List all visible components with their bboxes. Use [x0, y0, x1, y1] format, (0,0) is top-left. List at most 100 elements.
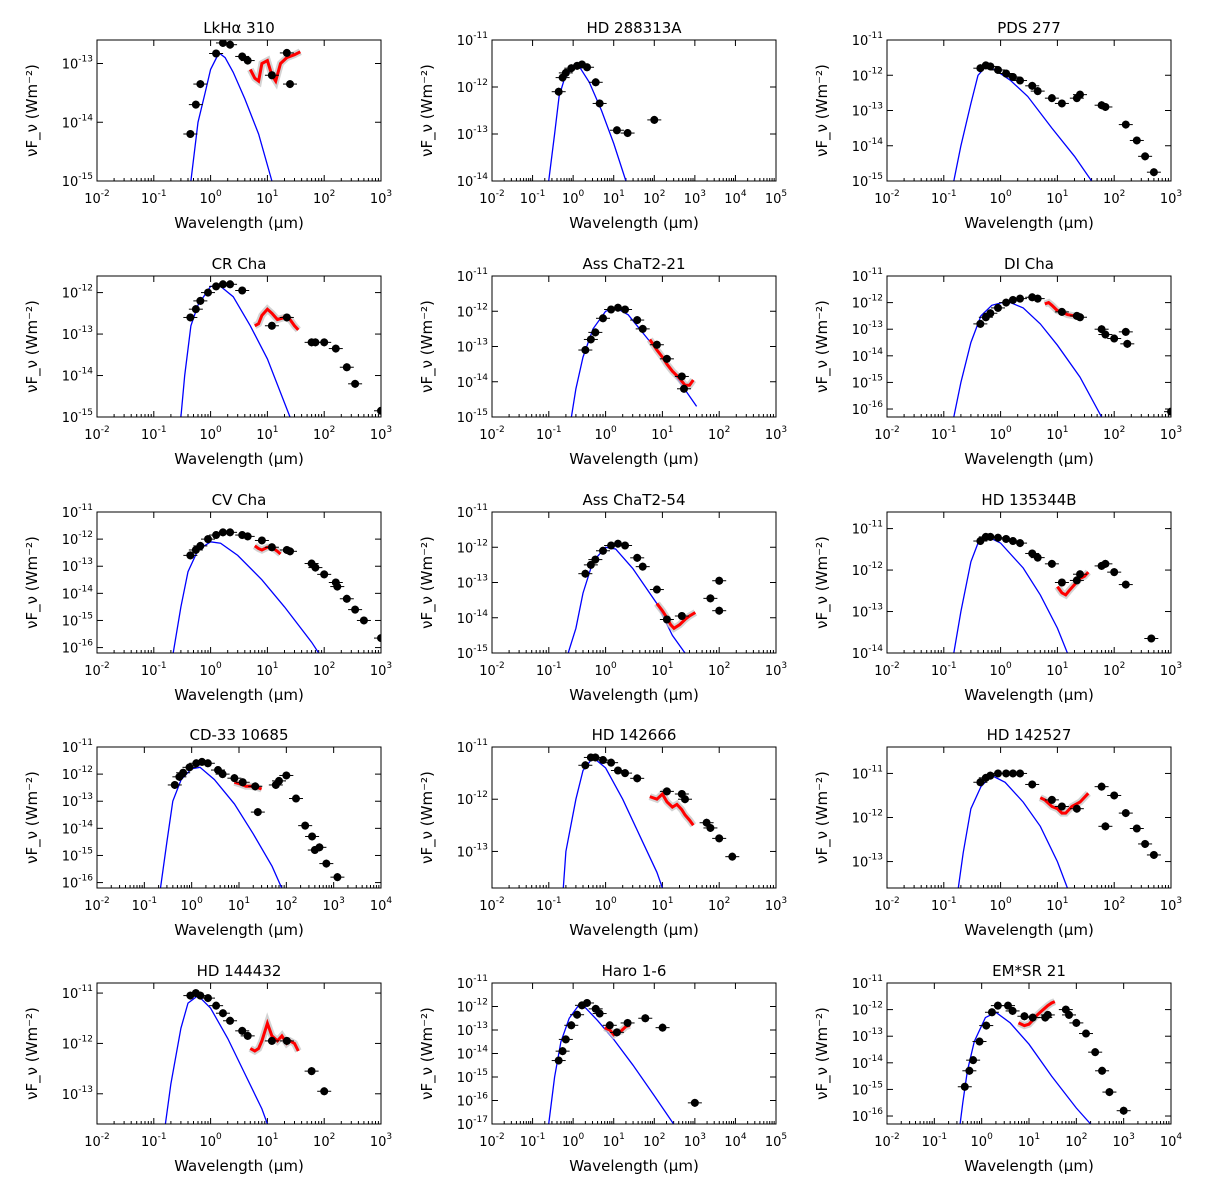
- x-tick-label: 101: [1046, 896, 1068, 914]
- photometry-point: [581, 346, 590, 355]
- x-tick-label: 100: [594, 425, 617, 443]
- y-tick-label: 10-14: [852, 347, 884, 365]
- panel-title: HD 135344B: [981, 491, 1076, 509]
- photometry-point: [238, 1026, 247, 1035]
- axes-frame: [96, 275, 382, 418]
- photosphere-model-line: [567, 546, 686, 653]
- x-tick-label: 103: [684, 189, 706, 207]
- photometry-point: [267, 543, 276, 552]
- x-tick-label: 101: [1046, 661, 1068, 679]
- ir-spectrum-line: [1039, 792, 1090, 815]
- photometry-point: [218, 770, 227, 779]
- x-tick-label: 101: [256, 425, 278, 443]
- x-axis-label: Wavelength (μm): [964, 1157, 1094, 1175]
- y-tick-label: 10-11: [852, 31, 883, 49]
- photometry-point: [662, 354, 671, 363]
- x-tick-label: 101: [256, 189, 278, 207]
- panel-title: Haro 1-6: [602, 962, 667, 980]
- x-tick-label: 100: [989, 189, 1012, 207]
- x-tick-label: 10-2: [84, 896, 110, 914]
- photometry-point: [282, 1036, 291, 1045]
- photometry-point: [591, 555, 600, 564]
- y-tick-label: 10-15: [457, 644, 488, 662]
- y-tick-label: 10-13: [852, 1027, 883, 1045]
- photometry-point: [975, 1037, 984, 1046]
- photometry-point: [1057, 99, 1066, 108]
- y-tick-label: 10-15: [457, 408, 488, 426]
- photometry-point: [1002, 69, 1011, 78]
- photometry-point: [623, 129, 632, 138]
- y-tick-label: 10-15: [852, 172, 883, 190]
- axes-frame: [886, 746, 1172, 889]
- photometry-point: [652, 585, 661, 594]
- photometry-point: [1121, 327, 1130, 336]
- photometry-point: [1110, 334, 1119, 343]
- photometry-point: [377, 406, 381, 415]
- x-tick-label: 10-2: [84, 661, 110, 679]
- photometry-point: [333, 582, 342, 591]
- x-tick-label: 10-1: [536, 425, 562, 443]
- photometry-point: [308, 832, 317, 841]
- photometry-point: [1016, 769, 1025, 778]
- photometry-point: [638, 324, 647, 333]
- photosphere-model-line: [172, 541, 320, 653]
- photometry-point: [994, 65, 1003, 74]
- panel-title: Ass ChaT2-21: [582, 255, 685, 273]
- photometry-point: [275, 776, 284, 785]
- photometry-point: [1008, 769, 1017, 778]
- photometry-point: [1028, 1013, 1037, 1022]
- axes-frame: [491, 982, 777, 1125]
- photometry-point: [203, 759, 212, 768]
- x-tick-label: 10-1: [922, 1132, 948, 1150]
- photometry-point: [226, 1016, 235, 1025]
- photometry-point: [681, 795, 690, 804]
- panel-title: LkHα 310: [203, 19, 275, 37]
- y-tick-label: 10-12: [62, 284, 93, 302]
- photometry-point: [1008, 1006, 1017, 1015]
- x-tick-label: 10-1: [141, 425, 167, 443]
- photometry-point: [599, 314, 608, 323]
- x-axis-label: Wavelength (μm): [569, 1157, 699, 1175]
- photometry-point: [623, 1018, 632, 1027]
- photometry-point: [586, 335, 595, 344]
- photometry-point: [599, 756, 608, 765]
- y-tick-label: 10-12: [62, 1034, 93, 1052]
- x-tick-label: 10-1: [931, 425, 957, 443]
- x-tick-label: 100: [199, 1132, 222, 1150]
- y-axis-label: νF_ν (Wm⁻²): [418, 64, 437, 157]
- x-tick-label: 10-2: [479, 1132, 505, 1150]
- photometry-point: [591, 78, 600, 87]
- photometry-point: [226, 528, 235, 537]
- x-tick-label: 103: [1160, 425, 1182, 443]
- photometry-point: [1072, 804, 1081, 813]
- photometry-point: [204, 288, 213, 297]
- axes-frame: [886, 275, 1172, 418]
- x-tick-label: 10-2: [874, 896, 900, 914]
- photometry-point: [243, 56, 252, 65]
- panel-title: CR Cha: [212, 255, 267, 273]
- photometry-point: [1003, 1001, 1012, 1010]
- photometry-point: [986, 532, 995, 541]
- x-tick-label: 102: [1065, 1132, 1087, 1150]
- photometry-point: [1043, 1010, 1052, 1019]
- x-tick-label: 10-1: [132, 896, 158, 914]
- photometry-point: [715, 576, 724, 585]
- photometry-point: [282, 771, 291, 780]
- photometry-point: [204, 535, 213, 544]
- photometry-point: [196, 296, 205, 305]
- photometry-point: [1076, 313, 1085, 322]
- y-tick-label: 10-12: [852, 294, 883, 312]
- photometry-point: [607, 541, 616, 550]
- photometry-point: [1020, 1012, 1029, 1021]
- photometry-point: [1097, 782, 1106, 791]
- x-tick-label: 103: [370, 661, 392, 679]
- x-tick-label: 100: [181, 896, 204, 914]
- x-tick-label: 102: [313, 1132, 335, 1150]
- x-tick-label: 102: [275, 896, 297, 914]
- photometry-point: [315, 843, 324, 852]
- photometry-point: [191, 100, 200, 109]
- y-axis-label: νF_ν (Wm⁻²): [418, 536, 437, 629]
- y-tick-label: 10-14: [62, 819, 94, 837]
- x-tick-label: 102: [1103, 425, 1125, 443]
- photometry-point: [320, 1087, 329, 1096]
